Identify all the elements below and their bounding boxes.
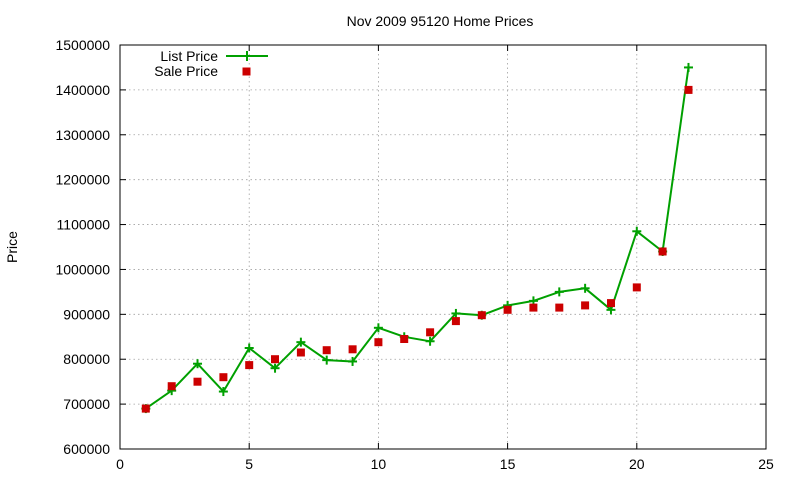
series-layer xyxy=(141,62,693,414)
sale-price-point xyxy=(658,247,667,256)
x-tick-label: 25 xyxy=(758,456,774,472)
x-tick-label: 5 xyxy=(245,456,253,472)
list-price-point xyxy=(348,356,358,366)
sale-price-point xyxy=(400,335,409,343)
y-tick-label: 1200000 xyxy=(55,172,110,188)
y-tick-label: 800000 xyxy=(63,351,110,367)
sale-price-point xyxy=(219,373,228,382)
x-tick-label: 20 xyxy=(629,456,645,472)
sale-price-point xyxy=(426,328,435,337)
y-tick-label: 1000000 xyxy=(55,261,110,277)
list-price-point xyxy=(683,62,693,72)
y-tick-label: 1100000 xyxy=(57,217,111,233)
grid xyxy=(120,45,766,449)
legend-label-list-price: List Price xyxy=(160,48,218,64)
list-price-point xyxy=(554,287,564,297)
sale-price-point xyxy=(503,305,512,314)
chart-title: Nov 2009 95120 Home Prices xyxy=(347,13,534,29)
list-price-point xyxy=(244,343,254,353)
sale-price-point xyxy=(684,85,693,94)
sale-price-point xyxy=(348,345,357,354)
sale-price-point xyxy=(632,283,641,292)
legend-marker-sale-price xyxy=(242,67,251,76)
sale-price-point xyxy=(141,404,150,413)
sale-price-point xyxy=(245,361,254,370)
list-price-point xyxy=(451,308,461,318)
list-price-line xyxy=(145,67,690,410)
list-price-point xyxy=(296,337,306,347)
axis-ticks xyxy=(119,44,767,450)
y-tick-label: 900000 xyxy=(63,306,110,322)
sale-price-point xyxy=(477,311,486,320)
legend-label-sale-price: Sale Price xyxy=(154,63,218,79)
sale-price-point xyxy=(529,303,538,312)
list-price-point xyxy=(193,359,203,369)
sale-price-point xyxy=(581,301,590,310)
x-tick-label: 0 xyxy=(116,456,124,472)
y-tick-label: 700000 xyxy=(63,396,110,412)
list-price-point xyxy=(322,355,332,365)
y-tick-label: 1300000 xyxy=(55,127,110,143)
sale-price-point xyxy=(607,299,615,308)
sale-price-point xyxy=(167,382,176,391)
list-price-point xyxy=(632,226,642,236)
sale-price-point xyxy=(271,355,279,364)
list-price-point xyxy=(270,363,280,373)
x-tick-label: 15 xyxy=(500,456,516,472)
y-tick-label: 1400000 xyxy=(55,82,110,98)
y-axis-label: Price xyxy=(4,231,20,263)
tick-labels: 0 5 10 15 20 25 600000 700000 800000 900000 100000… xyxy=(55,37,774,472)
sale-price-point xyxy=(193,377,202,386)
sale-price-point xyxy=(555,303,564,312)
list-price-point xyxy=(218,387,228,397)
legend-marker-list-price xyxy=(242,51,252,61)
x-tick-label: 10 xyxy=(371,456,387,472)
y-tick-label: 600000 xyxy=(63,441,110,457)
list-price-point xyxy=(425,336,435,346)
plot-frame xyxy=(119,44,767,450)
sale-price-point xyxy=(374,338,383,347)
legend: List Price Sale Price xyxy=(154,48,268,79)
list-price-point xyxy=(373,323,383,333)
sale-price-point xyxy=(296,348,305,357)
y-tick-label: 1500000 xyxy=(55,37,110,53)
list-price-point xyxy=(580,283,590,293)
sale-price-point xyxy=(451,317,460,326)
sale-price-point xyxy=(322,346,331,355)
